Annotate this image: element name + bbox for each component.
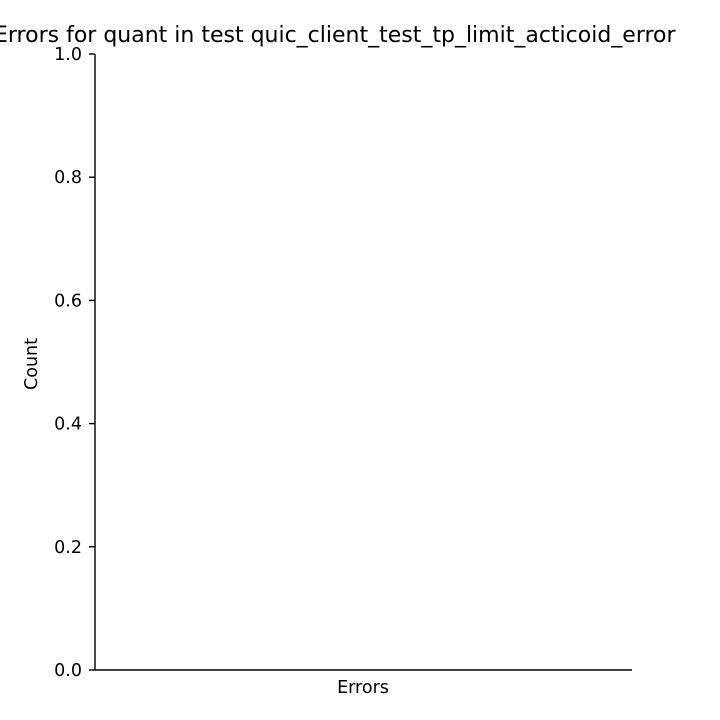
y-ticks: 0.0 0.2 0.4 0.6 0.8 1.0 (54, 45, 95, 681)
y-tick-label: 0.6 (54, 291, 82, 311)
y-tick-label: 1.0 (54, 45, 82, 65)
y-axis-label: Count (22, 338, 42, 390)
y-tick-label: 0.0 (54, 661, 82, 681)
x-axis-label: Errors (337, 678, 389, 698)
chart-title: Errors for quant in test quic_client_tes… (0, 23, 677, 48)
y-tick-label: 0.4 (54, 415, 82, 435)
plot-area: 0.0 0.2 0.4 0.6 0.8 1.0 (54, 45, 632, 681)
y-tick-label: 0.8 (54, 168, 82, 188)
y-tick-label: 0.2 (54, 538, 82, 558)
